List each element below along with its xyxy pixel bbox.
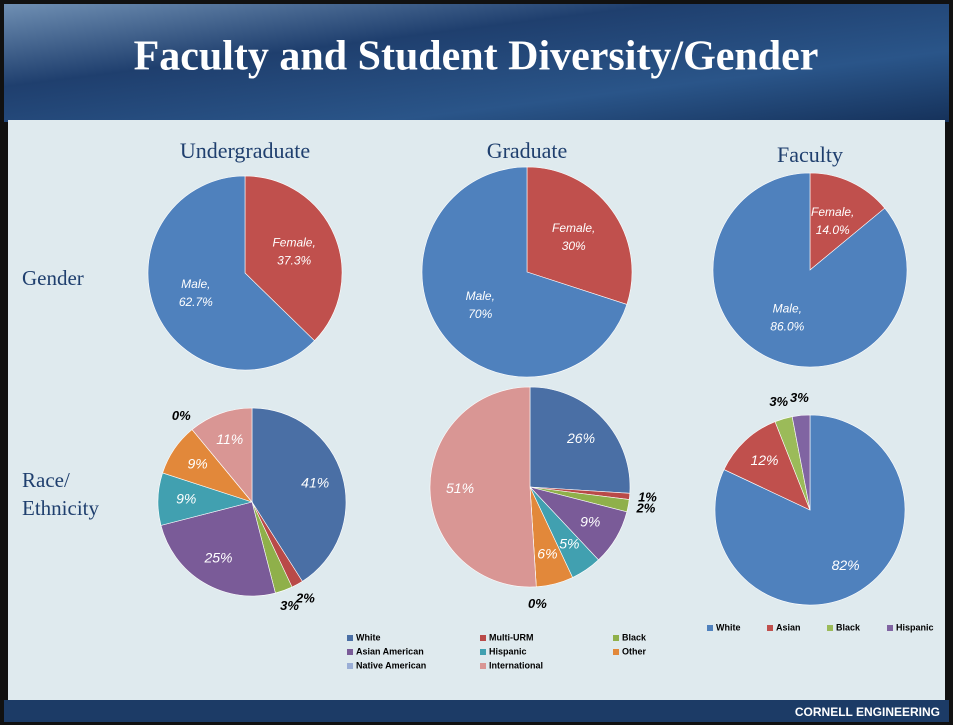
legend-swatch	[480, 635, 486, 641]
legend-swatch	[767, 625, 773, 631]
row-label: Gender	[22, 266, 84, 290]
pie-slice	[712, 172, 908, 368]
slice-category: Male,	[773, 301, 802, 315]
pie-slice	[244, 175, 343, 342]
pie-slice	[791, 414, 811, 511]
footer: CORNELL ENGINEERING	[795, 705, 940, 719]
pie-slice	[429, 386, 537, 588]
data-label: 2%	[636, 501, 656, 516]
pie-slice	[809, 172, 886, 271]
legend-label: Other	[622, 646, 647, 656]
slice-category: Female,	[272, 235, 315, 249]
legend-swatch	[827, 625, 833, 631]
pie-slice	[421, 166, 628, 378]
data-label: 30%	[562, 239, 586, 253]
data-label: 86.0%	[770, 319, 804, 333]
legend-swatch	[347, 663, 353, 669]
column-header: Graduate	[487, 138, 568, 163]
data-label: 51%	[446, 480, 474, 496]
column-header: Faculty	[777, 142, 843, 167]
column-header: Undergraduate	[180, 138, 310, 163]
legend-swatch	[707, 625, 713, 631]
data-label: 41%	[301, 474, 329, 490]
slice-category: Male,	[466, 289, 495, 303]
pie-slice	[191, 407, 253, 503]
legend-label: White	[716, 622, 741, 632]
slice-category: Female,	[811, 205, 854, 219]
data-label: 1%	[638, 490, 657, 505]
data-label: 11%	[216, 431, 243, 447]
legend-label: Native American	[356, 660, 426, 670]
pie-slice	[723, 421, 811, 511]
data-label: 0%	[172, 408, 191, 423]
slice-category: Male,	[181, 277, 210, 291]
data-label: 82%	[832, 557, 860, 573]
pie-slice	[529, 386, 631, 494]
pie-slice	[147, 175, 315, 371]
legend-swatch	[347, 649, 353, 655]
data-label: 9%	[176, 491, 196, 507]
slice-category: Female,	[552, 221, 595, 235]
data-label: 3%	[769, 394, 788, 409]
row-label: Race/	[22, 468, 70, 492]
legend-label: International	[489, 660, 543, 670]
header	[4, 4, 949, 122]
data-label: 37.3%	[277, 253, 311, 267]
data-label: 6%	[537, 546, 557, 562]
legend-label: Hispanic	[896, 622, 934, 632]
legend-label: Asian American	[356, 646, 424, 656]
legend-label: Multi-URM	[489, 632, 534, 642]
legend-label: Hispanic	[489, 646, 527, 656]
legend-swatch	[347, 635, 353, 641]
pie-slice	[160, 501, 276, 597]
data-label: 0%	[528, 596, 547, 611]
data-label: 9%	[580, 513, 600, 529]
pie-slice	[251, 407, 347, 582]
legend-swatch	[613, 635, 619, 641]
data-label: 12%	[750, 452, 778, 468]
data-label: 2%	[295, 591, 315, 606]
data-label: 14.0%	[816, 223, 850, 237]
row-label: Ethnicity	[22, 496, 99, 520]
data-label: 5%	[559, 536, 579, 552]
legend-label: White	[356, 632, 381, 642]
footer-bar	[4, 700, 949, 722]
data-label: 26%	[566, 430, 595, 446]
legend-swatch	[613, 649, 619, 655]
data-label: 70%	[468, 307, 492, 321]
data-label: 25%	[203, 549, 232, 565]
data-label: 3%	[280, 598, 299, 613]
pie-slice	[526, 166, 633, 305]
data-label: 9%	[187, 456, 207, 472]
legend-label: Black	[622, 632, 647, 642]
legend-swatch	[887, 625, 893, 631]
legend-swatch	[480, 663, 486, 669]
data-label: 62.7%	[179, 295, 213, 309]
legend-label: Black	[836, 622, 861, 632]
legend-label: Asian	[776, 622, 801, 632]
data-label: 3%	[790, 390, 809, 405]
legend-swatch	[480, 649, 486, 655]
slide-title: Faculty and Student Diversity/Gender	[134, 34, 819, 80]
